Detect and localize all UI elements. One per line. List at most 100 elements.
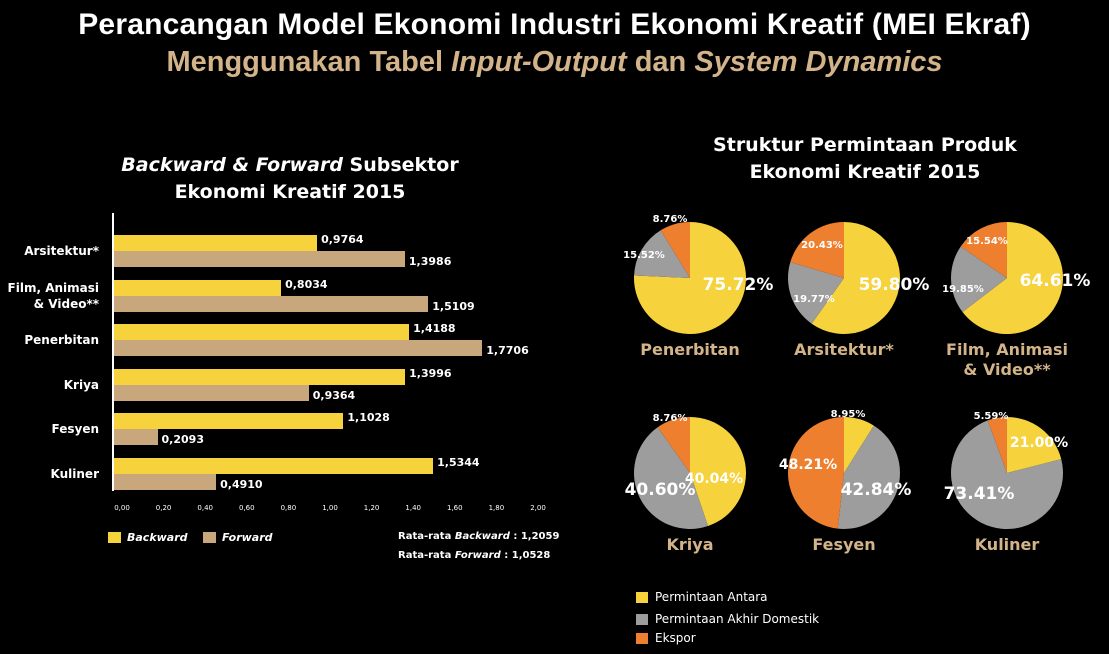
pie-name-line: & Video** xyxy=(963,360,1051,379)
bar-chart-title-italic: Backward & Forward xyxy=(121,154,343,176)
legend-swatch-permintaan-akhir-domestik xyxy=(636,614,648,625)
bar-value-label: 0,8034 xyxy=(285,277,328,291)
pie-name-line: Fesyen xyxy=(812,535,876,554)
pie-label-ekspor: 15.54% xyxy=(966,236,1008,247)
bar-value-label: 1,5344 xyxy=(437,455,480,469)
x-tick-label: 0,20 xyxy=(155,504,172,512)
pie-slice-antara xyxy=(844,417,874,473)
category-label-line: Arsitektur* xyxy=(24,244,99,258)
bar-forward xyxy=(114,384,309,401)
bar-backward xyxy=(114,457,434,474)
legend-swatch-forward xyxy=(203,532,216,543)
x-tick-label: 0,00 xyxy=(114,504,130,512)
bar-value-label: 1,3986 xyxy=(408,255,452,268)
pie-label-antara: 8.95% xyxy=(831,409,866,420)
pie-slice-domestik xyxy=(634,427,709,529)
x-tick-label: 2,00 xyxy=(530,504,546,512)
pie-arsitektur: 59.80% 19.77% 20.43% xyxy=(788,222,929,334)
average-backward: Rata-rata Backward : 1,2059 xyxy=(398,531,559,542)
pie-name-label: Fesyen xyxy=(764,535,924,555)
bar-backward xyxy=(114,413,344,429)
pie-slice-antara xyxy=(690,417,746,527)
bar-backward xyxy=(114,368,406,385)
category-label-line: Kuliner xyxy=(50,466,99,481)
legend-label-permintaan-antara: Permintaan Antara xyxy=(655,590,768,604)
bar-backward xyxy=(114,324,410,340)
pie-name-line: Kuliner xyxy=(974,535,1040,554)
pie-name-line: Arsitektur* xyxy=(794,340,894,359)
pie-label-domestik: 40.60% xyxy=(625,480,696,500)
bar-forward xyxy=(114,473,217,490)
category-label: Kuliner xyxy=(4,466,99,482)
x-tick-label: 1,00 xyxy=(322,504,338,512)
legend-label-backward: Backward xyxy=(127,531,188,544)
pie-label-domestik: 19.85% xyxy=(942,284,984,295)
legend-label-forward: Forward xyxy=(222,531,273,544)
bar-value-label: 1,3996 xyxy=(409,366,452,380)
pie-slice-antara xyxy=(962,222,1063,334)
category-label-line: Kriya xyxy=(63,377,99,392)
pie-label-ekspor: 5.59% xyxy=(974,411,1009,422)
average-backward-prefix: Rata-rata xyxy=(398,531,455,542)
x-tick-label: 0,60 xyxy=(239,504,255,512)
pie-name-line: Penerbitan xyxy=(640,340,740,359)
pie-slice-antara xyxy=(1007,417,1062,473)
pie-kriya: 40.04% 40.60% 8.76% xyxy=(625,413,746,529)
pie-slice-domestik xyxy=(951,420,1063,529)
category-label: Fesyen xyxy=(4,421,100,437)
legend-swatch-ekspor xyxy=(636,633,648,644)
average-backward-sep: : xyxy=(509,531,521,542)
pie-slice-domestik xyxy=(951,246,1007,313)
pie-name-label: Penerbitan xyxy=(610,340,770,360)
pie-name-line: Film, Animasi xyxy=(946,340,1068,359)
bar-chart-title-line2: Ekonomi Kreatif 2015 xyxy=(174,181,406,203)
x-tick-label: 0,80 xyxy=(280,504,297,512)
average-forward-value: 1,0528 xyxy=(511,550,551,561)
average-forward-italic: Forward xyxy=(454,550,501,561)
category-label: Film, Animasi & Video** xyxy=(4,280,99,312)
pie-name-label: Arsitektur* xyxy=(764,340,924,360)
bar-forward xyxy=(114,251,405,267)
bar-backward xyxy=(114,235,318,251)
pie-fesyen: 8.95% 42.84% 48.21% xyxy=(779,409,911,529)
page-subtitle: Menggunakan Tabel Input-Output dan Syste… xyxy=(0,46,1109,79)
average-backward-italic: Backward xyxy=(454,531,510,542)
average-backward-value: 1,2059 xyxy=(520,531,560,542)
pie-slice-domestik xyxy=(788,262,844,324)
category-label-line: Film, Animasi xyxy=(7,280,99,295)
pie-name-line: Kriya xyxy=(666,535,714,554)
pie-slice-ekspor xyxy=(660,222,690,278)
category-label: Arsitektur* xyxy=(4,243,99,259)
pie-kuliner: 21.00% 73.41% 5.59% xyxy=(944,411,1068,529)
pie-slice-ekspor xyxy=(790,222,844,278)
x-tick-label: 0,40 xyxy=(197,504,213,512)
legend-label-ekspor: Ekspor xyxy=(655,631,696,645)
pie-chart-title-line1: Struktur Permintaan Produk xyxy=(713,134,1017,156)
pie-label-ekspor: 8.76% xyxy=(653,413,688,424)
category-label-line: Penerbitan xyxy=(24,333,99,347)
pie-label-ekspor: 48.21% xyxy=(779,457,837,473)
bar-value-label: 0,9764 xyxy=(321,233,364,246)
pie-name-label: Kriya xyxy=(610,535,770,555)
pie-label-ekspor: 20.43% xyxy=(801,240,843,251)
pie-label-domestik: 19.77% xyxy=(793,294,835,305)
x-tick-label: 1,60 xyxy=(447,504,463,512)
page-title: Perancangan Model Ekonomi Industri Ekono… xyxy=(78,8,1031,41)
pie-name-label: Film, Animasi & Video** xyxy=(927,340,1087,380)
pie-label-antara: 64.61% xyxy=(1020,271,1091,291)
bar-forward xyxy=(114,340,483,356)
bar-value-label: 0,2093 xyxy=(161,433,204,446)
category-label: Penerbitan xyxy=(4,332,99,348)
bar-chart-axis xyxy=(112,213,114,491)
pie-slice-antara xyxy=(811,222,900,334)
pie-label-antara: 59.80% xyxy=(859,275,930,295)
bar-value-label: 1,1028 xyxy=(347,411,390,424)
pie-name-label: Kuliner xyxy=(927,535,1087,555)
average-forward-sep: : xyxy=(500,550,512,561)
x-tick-label: 1,20 xyxy=(363,504,380,512)
x-tick-label: 1,40 xyxy=(405,504,421,512)
x-tick-label: 1,80 xyxy=(488,504,505,512)
subtitle-italic-2: System Dynamics xyxy=(694,46,943,78)
pie-label-ekspor: 8.76% xyxy=(653,214,688,225)
average-forward: Rata-rata Forward : 1,0528 xyxy=(398,550,550,561)
